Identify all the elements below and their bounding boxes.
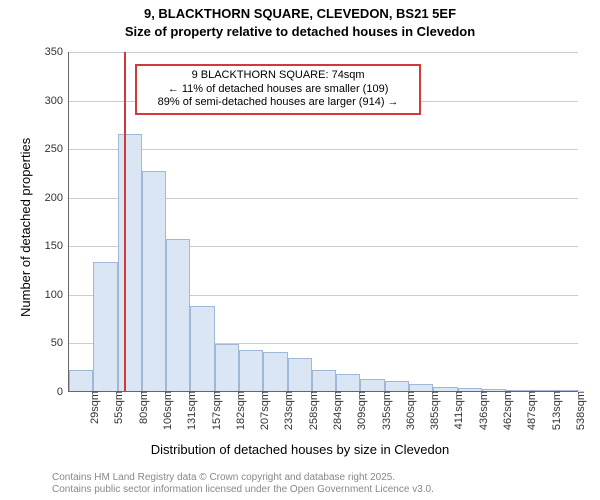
y-tick-label: 350: [45, 46, 69, 58]
annotation-line: 89% of semi-detached houses are larger (…: [143, 96, 413, 110]
histogram-bar: [360, 379, 384, 391]
histogram-bar: [190, 306, 214, 391]
x-tick-label: 411sqm: [449, 391, 465, 429]
x-tick-label: 309sqm: [352, 391, 368, 430]
chart-title-line1: 9, BLACKTHORN SQUARE, CLEVEDON, BS21 5EF: [0, 6, 600, 21]
y-tick-label: 200: [45, 192, 69, 204]
plot-area: 05010015020025030035029sqm55sqm80sqm106s…: [68, 52, 578, 392]
histogram-bar: [142, 171, 166, 392]
y-tick-label: 300: [45, 95, 69, 107]
x-tick-label: 462sqm: [498, 391, 514, 430]
annotation-line: 9 BLACKTHORN SQUARE: 74sqm: [143, 69, 413, 83]
histogram-bar: [215, 344, 239, 391]
x-tick-label: 335sqm: [377, 391, 393, 430]
y-tick-label: 250: [45, 143, 69, 155]
x-tick-label: 538sqm: [571, 391, 587, 430]
x-tick-label: 182sqm: [231, 391, 247, 430]
grid-line: [69, 149, 578, 150]
x-tick-label: 207sqm: [255, 391, 271, 430]
x-tick-label: 487sqm: [522, 391, 538, 430]
chart-title-line2: Size of property relative to detached ho…: [0, 24, 600, 39]
y-tick-label: 0: [57, 386, 69, 398]
x-tick-label: 258sqm: [304, 391, 320, 430]
x-tick-label: 284sqm: [328, 391, 344, 430]
y-tick-label: 150: [45, 240, 69, 252]
x-tick-label: 385sqm: [425, 391, 441, 430]
x-tick-label: 157sqm: [207, 391, 223, 430]
x-tick-label: 233sqm: [279, 391, 295, 430]
histogram-bar: [263, 352, 287, 391]
y-tick-label: 100: [45, 289, 69, 301]
footer-line1: Contains HM Land Registry data © Crown c…: [52, 472, 395, 483]
x-axis-label: Distribution of detached houses by size …: [0, 442, 600, 457]
x-tick-label: 131sqm: [182, 391, 198, 430]
histogram-bar: [69, 370, 93, 391]
histogram-bar: [118, 134, 142, 391]
property-marker-line: [124, 52, 126, 391]
x-tick-label: 55sqm: [109, 391, 125, 424]
histogram-bar: [409, 384, 433, 391]
annotation-line: ← 11% of detached houses are smaller (10…: [143, 83, 413, 97]
x-tick-label: 436sqm: [474, 391, 490, 430]
x-tick-label: 513sqm: [547, 391, 563, 430]
x-tick-label: 80sqm: [134, 391, 150, 424]
histogram-bar: [288, 358, 312, 391]
footer-line2: Contains public sector information licen…: [52, 484, 434, 495]
y-tick-label: 50: [51, 337, 69, 349]
histogram-bar: [166, 239, 190, 392]
histogram-bar: [239, 350, 263, 391]
histogram-bar: [312, 370, 336, 391]
x-tick-label: 29sqm: [85, 391, 101, 424]
histogram-bar: [385, 381, 409, 391]
x-tick-label: 106sqm: [158, 391, 174, 430]
histogram-bar: [336, 374, 360, 391]
x-tick-label: 360sqm: [401, 391, 417, 430]
grid-line: [69, 52, 578, 53]
histogram-bar: [93, 262, 117, 391]
y-axis-label: Number of detached properties: [18, 138, 33, 317]
annotation-box: 9 BLACKTHORN SQUARE: 74sqm← 11% of detac…: [135, 64, 421, 115]
histogram-chart: 9, BLACKTHORN SQUARE, CLEVEDON, BS21 5EF…: [0, 0, 600, 500]
